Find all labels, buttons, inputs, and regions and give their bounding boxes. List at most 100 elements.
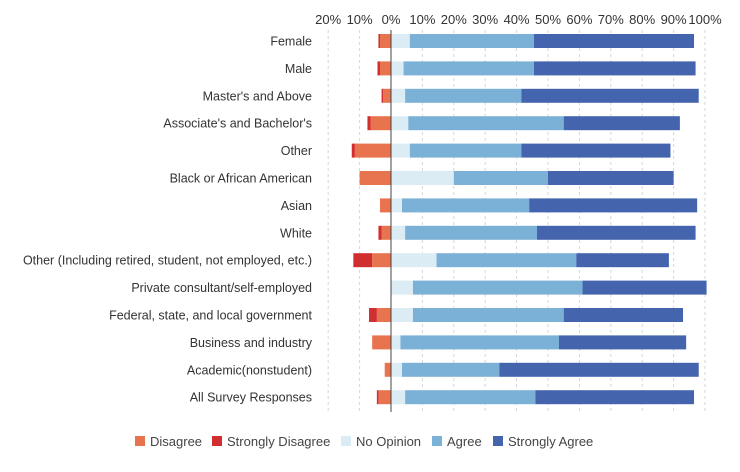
bar-segment-no-opinion[interactable] <box>391 171 454 185</box>
legend-swatch-strongly-disagree[interactable] <box>212 436 222 446</box>
category-label: Asian <box>281 199 312 213</box>
bar-segment-strongly-disagree[interactable] <box>378 34 381 48</box>
x-tick-label: 90% <box>661 12 687 27</box>
x-tick-label: 100% <box>688 12 722 27</box>
x-tick-label: 70% <box>598 12 624 27</box>
bar-segment-no-opinion[interactable] <box>391 308 413 322</box>
bar-segment-strongly-agree[interactable] <box>548 171 674 185</box>
legend-label-agree[interactable]: Agree <box>447 434 482 449</box>
bar-segment-agree[interactable] <box>408 116 564 131</box>
bar-segment-agree[interactable] <box>409 34 534 48</box>
category-label: White <box>280 226 312 240</box>
bar-segment-strongly-agree[interactable] <box>576 253 669 268</box>
bar-segment-agree[interactable] <box>401 362 500 377</box>
bar-segment-strongly-disagree[interactable] <box>376 390 379 405</box>
bar-segment-agree[interactable] <box>400 335 559 350</box>
bar-segment-disagree[interactable] <box>376 308 391 322</box>
bar-segment-disagree[interactable] <box>380 61 391 76</box>
bar-segment-no-opinion[interactable] <box>391 143 410 158</box>
bar-segment-no-opinion[interactable] <box>391 34 410 48</box>
x-tick-label: 20% <box>315 12 341 27</box>
bar-segment-no-opinion[interactable] <box>391 61 404 76</box>
category-label: Private consultant/self-employed <box>131 281 312 295</box>
legend-label-no-opinion[interactable]: No Opinion <box>356 434 421 449</box>
bar-segment-no-opinion[interactable] <box>391 390 406 405</box>
bar-segment-disagree[interactable] <box>381 225 391 240</box>
x-tick-label: 20% <box>441 12 467 27</box>
legend-label-disagree[interactable]: Disagree <box>150 434 202 449</box>
bar-segment-strongly-disagree[interactable] <box>377 61 381 76</box>
bar-segment-no-opinion[interactable] <box>391 335 401 350</box>
bar-segment-agree[interactable] <box>409 143 522 158</box>
bar-segment-strongly-agree[interactable] <box>499 362 699 377</box>
bar-segment-agree[interactable] <box>405 88 522 103</box>
bar-segment-strongly-agree[interactable] <box>535 390 695 405</box>
bar-segment-strongly-disagree[interactable] <box>378 225 382 240</box>
legend-swatch-strongly-agree[interactable] <box>493 436 503 446</box>
x-tick-label: 60% <box>566 12 592 27</box>
bar-segment-strongly-agree[interactable] <box>533 34 695 48</box>
bar-segment-strongly-agree[interactable] <box>563 308 684 322</box>
bar-segment-agree[interactable] <box>412 308 564 322</box>
bar-segment-agree[interactable] <box>412 280 583 295</box>
category-label: Black or African American <box>170 172 312 186</box>
bar-segment-disagree[interactable] <box>372 253 391 268</box>
bar-segment-no-opinion[interactable] <box>391 362 402 377</box>
bar-segment-strongly-disagree[interactable] <box>369 308 377 322</box>
category-label: Master's and Above <box>203 89 312 103</box>
bar-segment-agree[interactable] <box>403 61 534 76</box>
bar-segment-no-opinion[interactable] <box>391 253 437 268</box>
bar-segment-no-opinion[interactable] <box>391 88 406 103</box>
bar-segment-strongly-disagree[interactable] <box>351 143 355 158</box>
legend-label-strongly-agree[interactable]: Strongly Agree <box>508 434 593 449</box>
category-label: Other <box>281 144 312 158</box>
x-tick-label: 30% <box>472 12 498 27</box>
bar-segment-disagree[interactable] <box>354 143 391 158</box>
bar-segment-disagree[interactable] <box>384 362 391 377</box>
x-tick-label: 40% <box>504 12 530 27</box>
bar-segment-agree[interactable] <box>405 390 536 405</box>
legend-swatch-agree[interactable] <box>432 436 442 446</box>
bar-segment-strongly-agree[interactable] <box>563 116 680 131</box>
bar-segment-strongly-agree[interactable] <box>529 198 698 213</box>
bar-segment-disagree[interactable] <box>378 390 391 405</box>
bar-segment-disagree[interactable] <box>370 116 391 131</box>
bar-segment-strongly-agree[interactable] <box>537 225 696 240</box>
bar-segment-strongly-agree[interactable] <box>521 88 699 103</box>
category-label: Other (Including retired, student, not e… <box>23 254 312 268</box>
category-label: Federal, state, and local government <box>109 309 312 323</box>
bar-segment-strongly-agree[interactable] <box>521 143 671 158</box>
bar-segment-disagree[interactable] <box>359 171 391 185</box>
x-tick-label: 80% <box>629 12 655 27</box>
legend-label-strongly-disagree[interactable]: Strongly Disagree <box>227 434 330 449</box>
category-label: Female <box>270 35 312 49</box>
bar-segment-no-opinion[interactable] <box>391 280 413 295</box>
x-tick-label: 50% <box>535 12 561 27</box>
bar-segment-agree[interactable] <box>401 198 530 213</box>
category-label: Academic(nonstudent) <box>187 363 312 377</box>
bar-segment-disagree[interactable] <box>380 198 391 213</box>
bar-segment-strongly-disagree[interactable] <box>353 253 373 268</box>
bar-segment-disagree[interactable] <box>380 34 391 48</box>
bar-segment-disagree[interactable] <box>372 335 391 350</box>
bar-segment-no-opinion[interactable] <box>391 225 406 240</box>
bar-segment-agree[interactable] <box>436 253 577 268</box>
bar-segment-agree[interactable] <box>453 171 548 185</box>
legend-swatch-no-opinion[interactable] <box>341 436 351 446</box>
x-tick-label: 0% <box>382 12 401 27</box>
category-label: Business and industry <box>190 336 313 350</box>
bar-segment-strongly-disagree[interactable] <box>367 116 371 131</box>
category-label: All Survey Responses <box>190 391 312 405</box>
bar-segment-strongly-agree[interactable] <box>558 335 687 350</box>
x-tick-label: 10% <box>347 12 373 27</box>
legend-swatch-disagree[interactable] <box>135 436 145 446</box>
bar-segment-no-opinion[interactable] <box>391 116 409 131</box>
bar-segment-strongly-agree[interactable] <box>533 61 696 76</box>
bar-segment-strongly-disagree[interactable] <box>381 88 384 103</box>
bar-segment-no-opinion[interactable] <box>391 198 402 213</box>
bar-segment-disagree[interactable] <box>383 88 391 103</box>
bar-segment-strongly-agree[interactable] <box>582 280 707 295</box>
bar-segment-agree[interactable] <box>405 225 538 240</box>
